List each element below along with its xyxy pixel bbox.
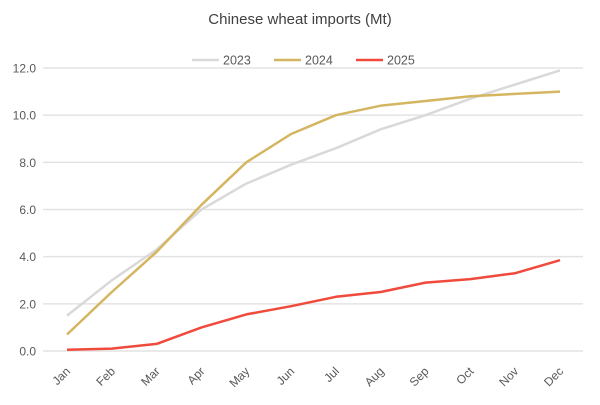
y-tick-label: 0.0: [19, 345, 36, 359]
series-line-2025: [66, 258, 561, 352]
legend-item-2023: 2023: [192, 54, 251, 68]
y-tick-label: 8.0: [19, 156, 36, 170]
x-tick-label: Mar: [138, 364, 163, 389]
y-tick-label: 6.0: [19, 203, 36, 217]
y-tick-label: 2.0: [19, 297, 36, 311]
y-tick-label: 12.0: [13, 62, 37, 76]
x-tick-label: Jul: [321, 364, 342, 385]
series-line-2024: [66, 90, 561, 336]
y-tick-label: 10.0: [13, 109, 37, 123]
x-tick-label: Nov: [496, 364, 521, 389]
x-tick-label: May: [226, 364, 252, 390]
x-tick-label: Dec: [541, 364, 566, 389]
x-tick-label: Aug: [362, 364, 387, 389]
series-line-2023: [66, 69, 561, 317]
legend-label: 2023: [223, 54, 251, 68]
x-tick-label: Oct: [453, 364, 477, 388]
x-tick-label: Jun: [274, 364, 298, 388]
x-tick-label: Feb: [93, 364, 118, 389]
x-tick-label: Sep: [407, 364, 432, 389]
x-tick-label: Jan: [50, 364, 74, 388]
legend-item-2024: 2024: [274, 54, 333, 68]
x-tick-label: Apr: [184, 364, 207, 387]
chart-title: Chinese wheat imports (Mt): [208, 11, 391, 28]
y-tick-label: 4.0: [19, 250, 36, 264]
legend-label: 2024: [305, 54, 333, 68]
legend-item-2025: 2025: [356, 54, 415, 68]
legend-label: 2025: [387, 54, 415, 68]
